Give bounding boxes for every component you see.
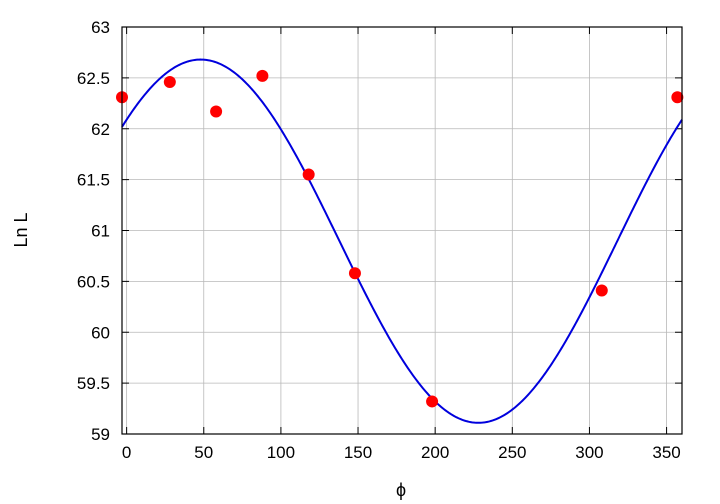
data-point xyxy=(595,284,608,297)
y-axis-title: Ln L xyxy=(11,212,31,247)
data-point xyxy=(671,91,684,104)
x-tick-label: 350 xyxy=(652,443,680,462)
y-tick-label: 59 xyxy=(91,425,110,444)
x-tick-label: 50 xyxy=(194,443,213,462)
data-point xyxy=(302,168,315,181)
data-point xyxy=(348,267,361,280)
y-tick-label: 61.5 xyxy=(77,171,110,190)
data-point xyxy=(210,105,223,118)
y-tick-label: 62 xyxy=(91,120,110,139)
plot-frame xyxy=(121,26,683,435)
y-tick-label: 59.5 xyxy=(77,374,110,393)
data-points xyxy=(116,69,684,408)
y-tick-label: 60 xyxy=(91,323,110,342)
x-tick-label: 300 xyxy=(575,443,603,462)
y-tick-label: 60.5 xyxy=(77,272,110,291)
x-tick-label: 250 xyxy=(498,443,526,462)
y-tick-label: 61 xyxy=(91,222,110,241)
x-tick-label: 150 xyxy=(344,443,372,462)
data-point xyxy=(163,75,176,88)
data-point xyxy=(256,69,269,82)
x-axis-title: ϕ xyxy=(396,480,406,500)
y-tick-label: 63 xyxy=(91,18,110,37)
x-tick-label: 200 xyxy=(421,443,449,462)
x-tick-label: 0 xyxy=(122,443,131,462)
data-point xyxy=(426,395,439,408)
grid xyxy=(122,26,682,435)
x-tick-label: 100 xyxy=(267,443,295,462)
fit-curve xyxy=(121,58,683,424)
y-tick-label: 62.5 xyxy=(77,69,110,88)
x-tick-labels: 0 50 100 150 200 250 300 350 xyxy=(122,443,681,462)
y-tick-labels: 59 59.5 60 60.5 61 61.5 62 62.5 63 xyxy=(77,18,110,444)
